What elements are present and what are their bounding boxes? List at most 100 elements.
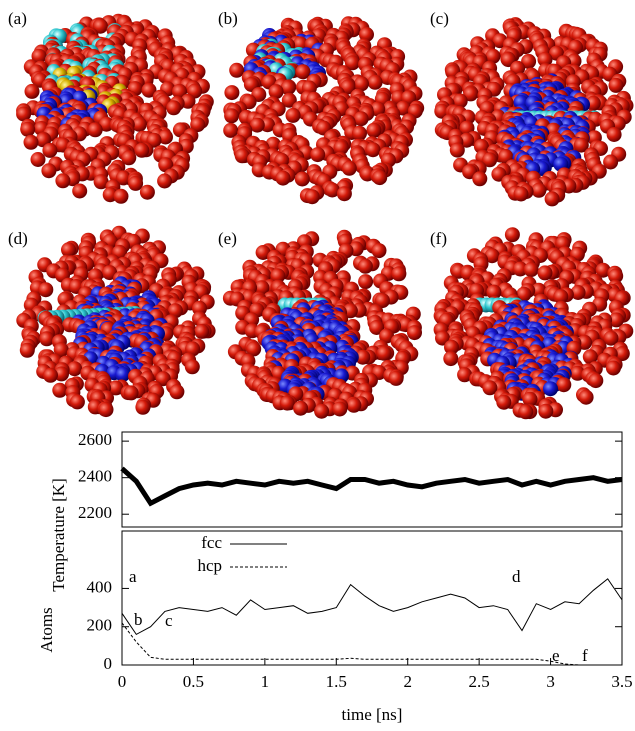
panel-label: (c)	[430, 9, 449, 28]
atom	[30, 152, 46, 167]
atom	[295, 64, 311, 80]
atom	[365, 142, 381, 158]
atom	[537, 52, 553, 67]
y-axis-label: Temperature [K]	[49, 478, 68, 592]
atom	[87, 122, 103, 138]
atom	[463, 86, 479, 102]
atom	[19, 342, 35, 358]
atom	[376, 345, 392, 361]
atom	[249, 117, 265, 133]
atom	[270, 268, 286, 284]
atom	[43, 367, 58, 383]
atom	[98, 116, 114, 132]
atom	[482, 380, 498, 396]
atom	[246, 341, 262, 357]
atom	[123, 385, 139, 401]
annotation: c	[165, 611, 173, 630]
y-axis-label: Atoms	[37, 607, 56, 652]
atom	[537, 265, 553, 281]
atom	[224, 85, 240, 101]
y-tick-label: 2600	[78, 430, 112, 449]
atom	[521, 53, 537, 69]
atom	[538, 403, 554, 419]
atom	[134, 142, 150, 158]
atom	[98, 402, 114, 418]
atom	[23, 134, 39, 150]
atom	[573, 137, 589, 153]
x-tick-label: 1	[261, 672, 270, 691]
atom	[310, 147, 326, 163]
atom	[294, 171, 310, 187]
annotation: b	[134, 610, 143, 629]
atom	[595, 262, 611, 278]
atom	[135, 399, 151, 415]
x-tick-label: 3	[546, 672, 555, 691]
atom	[16, 106, 32, 122]
panel-label: (b)	[218, 9, 238, 28]
atom	[482, 152, 498, 168]
atom	[113, 188, 129, 204]
atom	[293, 400, 309, 416]
atom	[434, 103, 450, 119]
atom	[166, 100, 182, 116]
atom	[229, 62, 245, 78]
atom	[358, 274, 374, 290]
atom	[603, 154, 619, 170]
data-line	[121, 622, 622, 666]
data-line	[120, 466, 623, 507]
legend-label: fcc	[201, 533, 222, 552]
y-tick-label: 200	[87, 616, 113, 635]
atom	[158, 129, 173, 145]
atom	[275, 170, 291, 186]
x-axis-label: time [ns]	[342, 705, 403, 724]
atom	[374, 293, 390, 309]
atom	[128, 175, 144, 191]
atom	[268, 84, 284, 100]
atom	[121, 150, 137, 166]
atom	[158, 157, 174, 173]
atom	[504, 227, 520, 243]
atom	[346, 397, 362, 413]
atom	[341, 160, 357, 176]
y-tick-label: 0	[104, 654, 113, 673]
atom	[570, 285, 586, 300]
atom	[582, 349, 598, 365]
atom	[115, 170, 131, 186]
x-tick-label: 0.5	[183, 672, 204, 691]
atom	[556, 377, 572, 393]
atom	[486, 284, 502, 300]
atom	[603, 330, 619, 346]
atom	[407, 325, 422, 341]
atom	[93, 174, 109, 190]
atom	[67, 361, 83, 377]
atom	[570, 365, 586, 381]
atom	[379, 328, 395, 344]
atom	[254, 280, 270, 296]
atom	[190, 117, 206, 133]
annotation: f	[582, 646, 588, 665]
atom	[608, 77, 624, 93]
atom	[92, 18, 108, 34]
atom	[359, 27, 374, 42]
atom	[388, 370, 404, 386]
atom	[157, 173, 173, 189]
y-tick-label: 2200	[78, 503, 112, 522]
atom	[366, 122, 382, 138]
atom	[531, 182, 547, 198]
atom	[139, 184, 155, 200]
atom	[324, 182, 340, 198]
atom	[285, 107, 301, 123]
atom	[449, 142, 465, 158]
atom	[344, 55, 360, 71]
atom	[472, 171, 488, 187]
legend-label: hcp	[197, 556, 222, 575]
atom	[194, 323, 210, 339]
cluster-images	[16, 13, 634, 420]
atom	[224, 108, 240, 124]
atom	[544, 191, 560, 207]
data-line	[121, 578, 623, 636]
atom	[255, 245, 271, 260]
atom	[53, 342, 69, 358]
panel-label: (d)	[8, 229, 28, 248]
